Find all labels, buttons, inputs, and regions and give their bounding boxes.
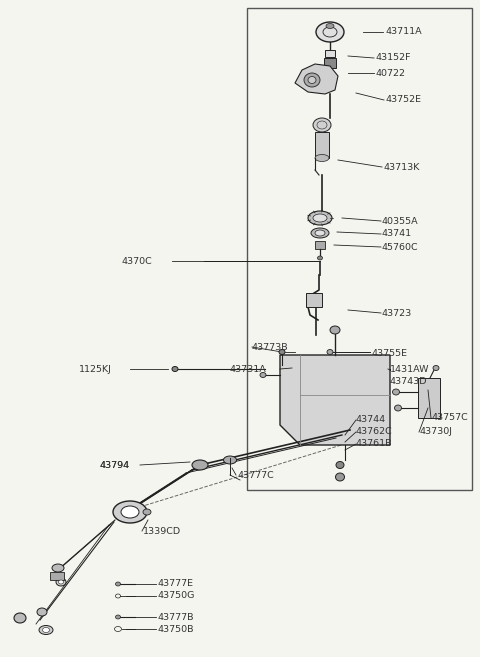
Ellipse shape (393, 389, 399, 395)
Text: 43794: 43794 (100, 461, 130, 470)
Bar (324, 58, 336, 68)
Text: 43755E: 43755E (372, 350, 408, 359)
Text: 1125KJ: 1125KJ (79, 365, 112, 373)
Ellipse shape (317, 256, 323, 260)
Ellipse shape (315, 230, 325, 236)
Ellipse shape (116, 615, 120, 619)
Bar (325, 50, 335, 57)
Text: 43794: 43794 (100, 461, 130, 470)
Text: 1431AW: 1431AW (390, 365, 430, 373)
Ellipse shape (304, 73, 320, 87)
Text: 43777E: 43777E (157, 579, 193, 589)
Ellipse shape (14, 613, 26, 623)
Text: 43741: 43741 (382, 229, 412, 238)
Ellipse shape (308, 211, 332, 225)
Ellipse shape (315, 154, 329, 162)
Text: 43723: 43723 (382, 309, 412, 317)
Text: 43730J: 43730J (419, 428, 452, 436)
Ellipse shape (224, 456, 237, 464)
Text: 43762C: 43762C (356, 428, 393, 436)
Ellipse shape (395, 405, 401, 411)
Text: 43777C: 43777C (237, 470, 274, 480)
Ellipse shape (121, 506, 139, 518)
Bar (418, 378, 440, 418)
Text: 43152F: 43152F (375, 53, 410, 62)
Text: 43750G: 43750G (157, 591, 194, 600)
Text: 43761B: 43761B (356, 440, 393, 449)
Text: 43743D: 43743D (390, 376, 428, 386)
Text: 43752E: 43752E (385, 95, 421, 104)
Bar (315, 241, 325, 249)
Text: 43777B: 43777B (157, 612, 193, 622)
Text: 43711A: 43711A (385, 28, 421, 37)
Ellipse shape (327, 350, 333, 355)
Ellipse shape (143, 509, 151, 515)
Text: 1339CD: 1339CD (143, 526, 181, 535)
Ellipse shape (326, 24, 334, 28)
Ellipse shape (279, 350, 285, 355)
Bar (315, 132, 329, 158)
Text: 43773B: 43773B (252, 342, 288, 351)
Ellipse shape (336, 461, 344, 468)
Ellipse shape (116, 582, 120, 586)
Text: 43750B: 43750B (157, 625, 193, 633)
Ellipse shape (59, 580, 63, 584)
Ellipse shape (336, 473, 345, 481)
Text: 4370C: 4370C (121, 256, 152, 265)
Text: 43713K: 43713K (383, 162, 420, 171)
Text: 43757C: 43757C (432, 413, 469, 422)
Text: 43744: 43744 (356, 415, 386, 424)
Ellipse shape (192, 460, 208, 470)
Text: 40355A: 40355A (382, 217, 419, 225)
Text: 45760C: 45760C (382, 242, 419, 252)
Bar (306, 293, 322, 307)
Ellipse shape (172, 367, 178, 371)
Ellipse shape (316, 22, 344, 42)
Ellipse shape (330, 326, 340, 334)
Ellipse shape (313, 118, 331, 132)
Bar (50, 572, 64, 580)
Ellipse shape (313, 214, 327, 222)
Ellipse shape (52, 564, 64, 572)
Ellipse shape (308, 76, 316, 83)
Bar (247, 8, 472, 490)
Ellipse shape (260, 373, 266, 378)
Ellipse shape (39, 625, 53, 635)
Polygon shape (280, 355, 390, 445)
Polygon shape (295, 64, 338, 94)
Ellipse shape (311, 228, 329, 238)
Ellipse shape (37, 608, 47, 616)
Ellipse shape (113, 501, 147, 523)
Ellipse shape (43, 627, 49, 633)
Ellipse shape (433, 365, 439, 371)
Ellipse shape (56, 578, 66, 586)
Text: 40722: 40722 (375, 68, 405, 78)
Text: 43731A: 43731A (230, 365, 267, 373)
